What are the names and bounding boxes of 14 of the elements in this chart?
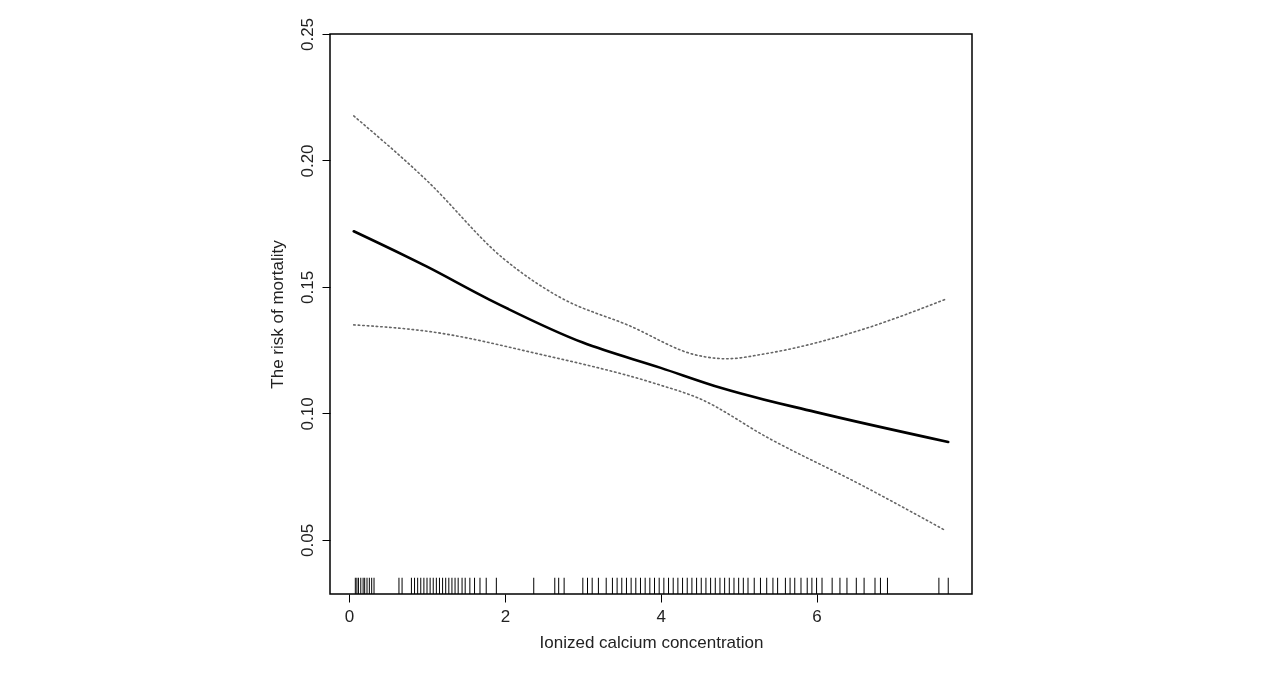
y-tick-label: 0.10 [297,397,317,431]
x-tick-label: 2 [500,606,511,626]
x-tick-label: 0 [344,606,355,626]
y-tick-label: 0.25 [297,17,317,52]
y-axis-title: The risk of mortality [267,239,287,389]
x-tick-label: 4 [656,606,666,626]
y-tick-label: 0.15 [297,270,317,304]
x-tick-label: 6 [812,606,822,626]
line-series [352,324,947,532]
y-tick-label: 0.20 [297,144,317,178]
x-axis-title: Ionized calcium concentration [539,632,764,652]
line-series [352,115,947,360]
line-series [352,229,950,444]
y-tick-label: 0.05 [297,523,317,557]
